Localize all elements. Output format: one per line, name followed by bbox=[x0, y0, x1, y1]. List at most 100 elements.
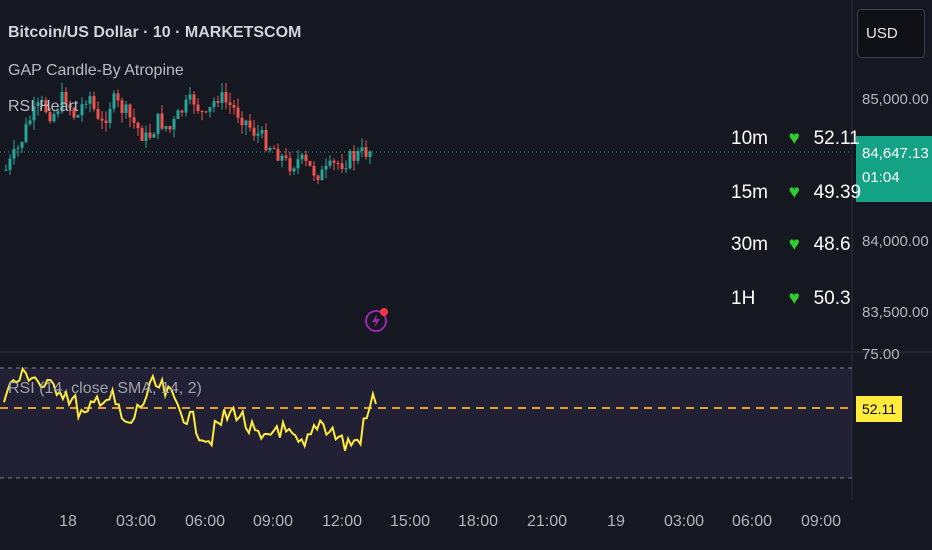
candle-body bbox=[316, 175, 320, 181]
rsi-table-row: 30m ♥ 48.6 bbox=[731, 234, 851, 256]
candle-body bbox=[104, 120, 108, 123]
currency-button[interactable]: USD bbox=[857, 9, 925, 58]
green-heart-icon: ♥ bbox=[788, 128, 800, 149]
rsi-table-row: 10m ♥ 52.11 bbox=[731, 128, 860, 150]
candle-body bbox=[148, 132, 152, 138]
time-axis-label: 06:00 bbox=[731, 513, 773, 530]
candle-body bbox=[204, 111, 208, 113]
candle-body bbox=[300, 154, 304, 160]
candle-body bbox=[20, 141, 24, 148]
candle-body bbox=[4, 169, 8, 171]
candle-body bbox=[100, 118, 104, 121]
candlestick-series bbox=[4, 82, 372, 185]
time-axis-label: 21:00 bbox=[526, 513, 568, 530]
candle-body bbox=[364, 147, 368, 157]
candle-body bbox=[112, 93, 116, 109]
candle-body bbox=[208, 107, 212, 112]
candle-body bbox=[56, 111, 60, 115]
candle-body bbox=[116, 93, 120, 101]
rsi-timeframe: 30m bbox=[731, 234, 768, 255]
lightning-alert-icon[interactable] bbox=[364, 307, 390, 333]
symbol-title[interactable]: Bitcoin/US Dollar · 10 · MARKETSCOM bbox=[8, 24, 302, 41]
candle-body bbox=[128, 104, 132, 118]
rsi-current-tag: 52.11 bbox=[856, 396, 902, 422]
rsi-timeframe: 15m bbox=[731, 182, 768, 203]
candle-body bbox=[164, 126, 168, 129]
time-axis-label: 15:00 bbox=[389, 513, 431, 530]
current-price-value: 84,647.13 bbox=[862, 145, 929, 162]
candle-body bbox=[52, 114, 56, 122]
candle-body bbox=[196, 104, 200, 111]
rsi-legend[interactable]: RSI (14, close, SMA, 14, 2) bbox=[8, 380, 202, 397]
time-axis-label: 09:00 bbox=[252, 513, 294, 530]
candle-body bbox=[96, 108, 100, 119]
candle-body bbox=[180, 110, 184, 113]
rsi-timeframe: 1H bbox=[731, 288, 756, 309]
candle-body bbox=[320, 169, 324, 181]
candle-body bbox=[296, 159, 300, 169]
candle-body bbox=[268, 148, 272, 151]
candle-body bbox=[288, 157, 292, 172]
indicator-legend-gap-candle[interactable]: GAP Candle-By Atropine bbox=[8, 62, 184, 79]
candle-body bbox=[244, 120, 248, 126]
candle-body bbox=[348, 151, 352, 169]
candle-body bbox=[172, 118, 176, 130]
candle-body bbox=[252, 127, 256, 136]
candle-body bbox=[44, 100, 48, 113]
candle-body bbox=[356, 151, 360, 161]
candle-body bbox=[248, 120, 252, 128]
candle-body bbox=[292, 168, 296, 172]
candle-body bbox=[352, 151, 356, 161]
candle-body bbox=[236, 107, 240, 118]
candle-body bbox=[132, 117, 136, 123]
candle-body bbox=[280, 155, 284, 161]
candle-body bbox=[28, 120, 32, 125]
candle-body bbox=[184, 99, 188, 113]
candle-body bbox=[84, 103, 88, 105]
candle-body bbox=[152, 133, 156, 138]
candle-body bbox=[256, 133, 260, 136]
green-heart-icon: ♥ bbox=[788, 182, 800, 203]
candle-body bbox=[60, 92, 64, 112]
candle-body bbox=[92, 96, 96, 109]
candle-body bbox=[168, 126, 172, 130]
candle-body bbox=[200, 110, 204, 112]
bar-countdown: 01:04 bbox=[862, 169, 900, 186]
rsi-value: 50.3 bbox=[813, 288, 851, 309]
time-axis-label: 18 bbox=[59, 513, 77, 530]
candle-body bbox=[216, 101, 220, 103]
candle-body bbox=[264, 129, 268, 151]
rsi-table-row: 15m ♥ 49.39 bbox=[731, 182, 861, 204]
price-axis-label: 85,000.00 bbox=[862, 91, 929, 108]
time-axis-label: 03:00 bbox=[663, 513, 705, 530]
candle-body bbox=[340, 163, 344, 169]
indicator-legend-rsi-heart[interactable]: RSI Heart bbox=[8, 98, 79, 115]
candle-body bbox=[88, 96, 92, 104]
candle-body bbox=[176, 110, 180, 119]
candle-body bbox=[360, 147, 364, 152]
candle-body bbox=[224, 92, 228, 103]
time-axis-label: 18:00 bbox=[457, 513, 499, 530]
candle-body bbox=[368, 151, 372, 157]
rsi-table-row: 1H ♥ 50.3 bbox=[731, 288, 851, 310]
price-axis-label: 83,500.00 bbox=[862, 304, 929, 321]
rsi-band bbox=[0, 368, 852, 478]
candle-body bbox=[344, 168, 348, 170]
green-heart-icon: ♥ bbox=[788, 234, 800, 255]
rsi-scale-label: 75.00 bbox=[862, 346, 900, 363]
candle-body bbox=[232, 105, 236, 108]
time-axis-label: 06:00 bbox=[184, 513, 226, 530]
candle-body bbox=[80, 104, 84, 116]
candle-body bbox=[136, 122, 140, 129]
candle-body bbox=[212, 101, 216, 108]
candle-body bbox=[160, 113, 164, 129]
candle-body bbox=[284, 155, 288, 158]
candle-body bbox=[36, 102, 40, 107]
candle-body bbox=[332, 160, 336, 163]
candle-body bbox=[188, 94, 192, 100]
candle-body bbox=[260, 129, 264, 134]
candle-body bbox=[240, 117, 244, 126]
candle-body bbox=[304, 154, 308, 162]
candle-body bbox=[324, 165, 328, 170]
